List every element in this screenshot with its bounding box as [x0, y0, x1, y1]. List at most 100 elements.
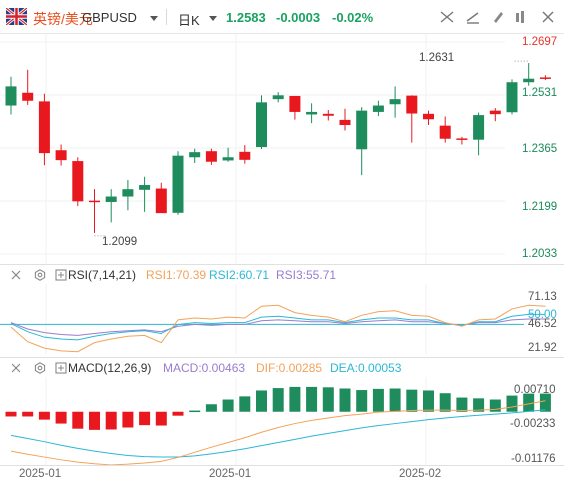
- rsi2-value: RSI2:60.71: [209, 268, 270, 282]
- panel-divider: [0, 264, 564, 265]
- dea-line: [10, 409, 546, 458]
- macd-bar: [372, 388, 384, 412]
- macd-bar: [406, 389, 418, 412]
- macd-bar: [356, 390, 368, 412]
- indicator-settings-icon[interactable]: [34, 362, 46, 374]
- rsi3-value: RSI3:55.71: [276, 268, 337, 282]
- indicators-icon[interactable]: [510, 8, 530, 26]
- indicator-settings-icon[interactable]: [34, 269, 46, 281]
- dif-value: DIF:0.00285: [256, 361, 323, 375]
- candle-body: [423, 113, 434, 120]
- close-indicator-icon[interactable]: [10, 362, 22, 374]
- macd-legend: MACD(12,26,9) MACD:0.00463 DIF:0.00285 D…: [0, 359, 564, 377]
- draw-line-icon[interactable]: [463, 8, 483, 26]
- price-axis-label: 1.2365: [522, 143, 558, 155]
- candle-body: [406, 95, 418, 114]
- candle-body: [22, 92, 34, 101]
- price-axis-label: 1.2199: [522, 201, 558, 213]
- macd-bar: [489, 399, 501, 412]
- rsi1-line: [10, 304, 546, 353]
- crosshair-icon[interactable]: [437, 8, 457, 26]
- x-axis-label: 2025-02: [399, 468, 442, 480]
- candle-body: [306, 111, 318, 115]
- high-price-label: 1.2631: [419, 52, 455, 64]
- macd-bar: [72, 411, 84, 429]
- macd-bar: [539, 393, 551, 412]
- candle-body: [139, 185, 151, 190]
- macd-bar: [339, 388, 351, 412]
- period-selector[interactable]: 日K: [178, 13, 200, 28]
- candle-body: [105, 196, 117, 202]
- candle-body: [256, 102, 267, 148]
- macd-bar: [22, 411, 34, 417]
- price-change: -0.0003: [276, 10, 321, 25]
- rsi-chart[interactable]: [0, 284, 564, 354]
- close-indicator-icon[interactable]: [10, 269, 22, 281]
- rsi-legend: RSI(7,14,21) RSI1:70.39 RSI2:60.71 RSI3:…: [0, 266, 564, 284]
- macd-bar: [205, 404, 217, 412]
- macd-bar: [306, 386, 318, 412]
- uk-flag-icon: [6, 8, 27, 25]
- x-axis-label: 2025-01: [209, 468, 252, 480]
- candle-body: [473, 115, 485, 140]
- price-change-percent: -0.02%: [332, 10, 374, 25]
- candle-body: [439, 125, 451, 139]
- macd-bar: [523, 393, 535, 412]
- symbol-name[interactable]: 英镑/美元: [33, 11, 93, 27]
- macd-bar: [322, 387, 334, 412]
- candle-body: [72, 161, 84, 202]
- panel-divider: [0, 465, 564, 466]
- x-axis-label: 2025-01: [19, 468, 62, 480]
- settings-icon[interactable]: [488, 8, 508, 26]
- macd-bar: [389, 388, 401, 412]
- price-axis-label: 1.2033: [522, 248, 558, 260]
- candle-body: [5, 86, 17, 106]
- rsi-axis-label: 71.13: [528, 291, 557, 303]
- macd-bar: [5, 411, 17, 417]
- candle-body: [489, 110, 501, 115]
- macd-bar: [189, 410, 201, 413]
- symbol-code[interactable]: GBPUSD: [82, 10, 137, 25]
- period-dropdown-icon[interactable]: [209, 16, 217, 21]
- expand-indicator-icon[interactable]: [55, 269, 67, 281]
- macd-bar: [105, 411, 117, 430]
- expand-indicator-icon[interactable]: [55, 362, 67, 374]
- macd-bar: [239, 396, 251, 412]
- candlestick-chart[interactable]: [0, 34, 564, 264]
- symbol-dropdown-icon[interactable]: [150, 16, 158, 21]
- candle-body: [339, 119, 351, 126]
- macd-bar: [256, 390, 267, 412]
- macd-bar: [456, 397, 468, 412]
- candle-body: [356, 110, 368, 150]
- macd-axis-label: 0.00710: [514, 384, 556, 396]
- macd-bar: [289, 386, 301, 412]
- macd-bar: [222, 399, 234, 412]
- rsi1-value: RSI1:70.39: [146, 268, 207, 282]
- macd-bar: [423, 390, 434, 412]
- rsi-axis-label: 46.52: [528, 318, 557, 330]
- macd-bar: [89, 411, 100, 430]
- candle-body: [222, 157, 234, 161]
- candle-body: [205, 151, 217, 162]
- rsi-axis-label: 50.00: [528, 309, 557, 321]
- candle-body: [172, 155, 184, 213]
- candle-body: [239, 151, 251, 160]
- macd-bar: [473, 398, 485, 412]
- panel-divider: [0, 357, 564, 358]
- chart-header: 英镑/美元 GBPUSD 日K 1.2583 -0.0003 -0.02%: [0, 0, 564, 34]
- candle-body: [155, 188, 167, 214]
- price-axis-label: 1.2531: [522, 87, 558, 99]
- candle-body: [539, 77, 551, 79]
- dif-line: [10, 400, 546, 465]
- price-axis-label: 1.2697: [522, 36, 558, 48]
- macd-chart[interactable]: [0, 377, 564, 465]
- header-divider: [166, 9, 167, 25]
- candle-body: [456, 138, 468, 140]
- rsi3-line: [10, 318, 546, 336]
- close-icon[interactable]: [538, 8, 558, 26]
- rsi-title[interactable]: RSI(7,14,21): [68, 268, 137, 282]
- macd-title[interactable]: MACD(12,26,9): [68, 361, 152, 375]
- candle-body: [122, 189, 134, 197]
- candle-body: [322, 113, 334, 116]
- candle-body: [389, 99, 401, 105]
